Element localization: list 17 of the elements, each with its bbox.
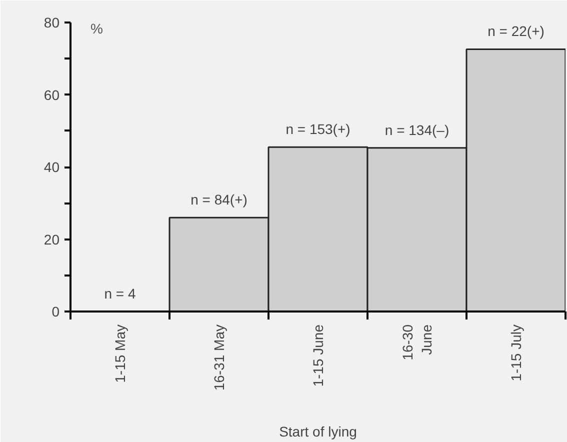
x-tick-label: 1-15 May	[112, 324, 128, 383]
x-tick-label: 1-15 June	[310, 324, 326, 387]
y-tick-label: 80	[44, 14, 60, 30]
y-tick-label: 60	[44, 86, 60, 103]
y-axis-title: %	[90, 20, 103, 36]
annotation: n = 134(–)	[384, 122, 450, 138]
x-axis-title: Start of lying	[279, 424, 357, 440]
x-tick-label: 16-30 June	[399, 324, 435, 360]
y-tick-label: 0	[52, 304, 60, 320]
y-tick-label: 20	[44, 231, 60, 248]
x-tick-label: 16-31 May	[211, 324, 227, 391]
annotation: n = 4	[104, 286, 136, 302]
x-tick-label: 1-15 July	[508, 324, 524, 382]
annotation: n = 153(+)	[286, 121, 350, 138]
annotation: n = 84(+)	[190, 192, 248, 208]
annotation: n = 22(+)	[488, 23, 544, 40]
y-tick-label: 40	[44, 159, 60, 175]
